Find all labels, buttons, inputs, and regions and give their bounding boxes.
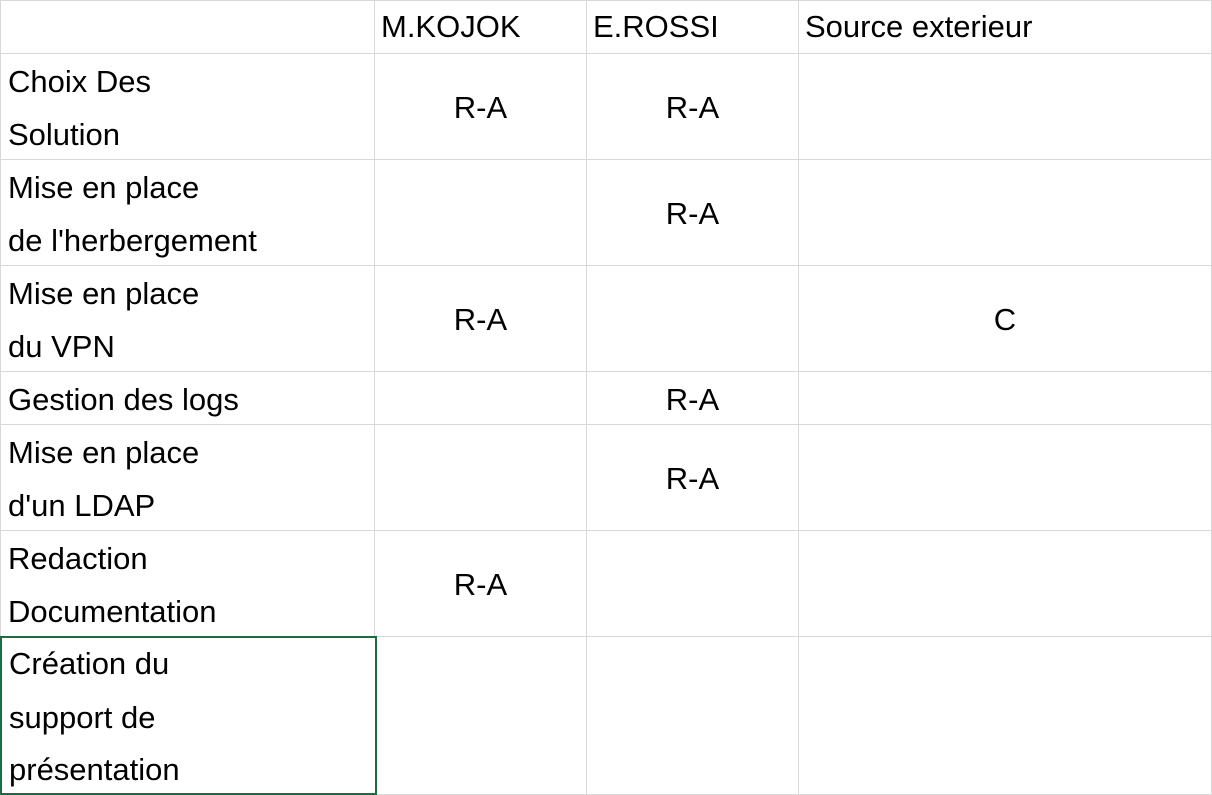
header-text: M.KOJOK xyxy=(381,9,521,44)
header-cell-e-rossi[interactable]: E.ROSSI xyxy=(587,0,799,54)
assignment-cell[interactable] xyxy=(587,637,799,795)
assignment-cell[interactable] xyxy=(799,160,1212,266)
assignment-cell[interactable] xyxy=(587,266,799,372)
assignment-value: R-A xyxy=(665,90,720,125)
task-label-line: d'un LDAP xyxy=(8,488,156,523)
task-label-line: Documentation xyxy=(8,594,217,629)
assignment-cell[interactable] xyxy=(799,425,1212,531)
assignment-value: R-A xyxy=(665,461,720,496)
task-cell[interactable]: Mise en place du VPN xyxy=(0,266,375,372)
task-label-line: présentation xyxy=(9,752,180,787)
assignment-value: R-A xyxy=(453,90,508,125)
assignment-cell[interactable] xyxy=(375,372,587,425)
task-cell[interactable]: Mise en place de l'herbergement xyxy=(0,160,375,266)
assignment-cell[interactable]: R-A xyxy=(375,266,587,372)
header-text: E.ROSSI xyxy=(593,9,719,44)
task-label-line: du VPN xyxy=(8,329,115,364)
task-label-line: Gestion des logs xyxy=(8,382,239,417)
assignment-cell[interactable]: C xyxy=(799,266,1212,372)
task-label-line: de l'herbergement xyxy=(8,223,257,258)
assignment-cell[interactable] xyxy=(799,372,1212,425)
task-cell[interactable]: Mise en place d'un LDAP xyxy=(0,425,375,531)
task-label-line: support de xyxy=(9,700,156,735)
assignment-cell[interactable]: R-A xyxy=(375,54,587,160)
task-label-line: Choix Des xyxy=(8,64,151,99)
task-label-line: Mise en place xyxy=(8,276,200,311)
assignment-value: R-A xyxy=(665,382,720,417)
task-cell-selected[interactable]: Création du support de présentation xyxy=(0,636,377,795)
task-label-line: Redaction xyxy=(8,541,148,576)
task-cell[interactable]: Choix Des Solution xyxy=(0,54,375,160)
task-label-line: Solution xyxy=(8,117,121,152)
assignment-cell[interactable] xyxy=(375,425,587,531)
assignment-cell[interactable] xyxy=(799,637,1212,795)
assignment-cell[interactable]: R-A xyxy=(587,160,799,266)
assignment-value: R-A xyxy=(453,567,508,602)
assignment-cell[interactable] xyxy=(587,531,799,637)
task-cell[interactable]: Gestion des logs xyxy=(0,372,375,425)
assignment-value: R-A xyxy=(453,302,508,337)
assignment-cell[interactable] xyxy=(377,637,587,795)
task-label-line: Mise en place xyxy=(8,435,200,470)
assignment-cell[interactable]: R-A xyxy=(375,531,587,637)
task-cell[interactable]: Redaction Documentation xyxy=(0,531,375,637)
task-label-line: Mise en place xyxy=(8,170,200,205)
task-label-line: Création du xyxy=(9,646,170,681)
assignment-cell[interactable] xyxy=(799,54,1212,160)
assignment-cell[interactable] xyxy=(799,531,1212,637)
header-cell-source-exterieur[interactable]: Source exterieur xyxy=(799,0,1212,54)
header-cell-corner[interactable] xyxy=(0,0,375,54)
assignment-cell[interactable]: R-A xyxy=(587,54,799,160)
header-cell-m-kojok[interactable]: M.KOJOK xyxy=(375,0,587,54)
assignment-cell[interactable]: R-A xyxy=(587,425,799,531)
assignment-cell[interactable] xyxy=(375,160,587,266)
assignment-value: C xyxy=(993,302,1017,337)
assignment-value: R-A xyxy=(665,196,720,231)
assignment-cell[interactable]: R-A xyxy=(587,372,799,425)
header-text: Source exterieur xyxy=(805,9,1033,44)
